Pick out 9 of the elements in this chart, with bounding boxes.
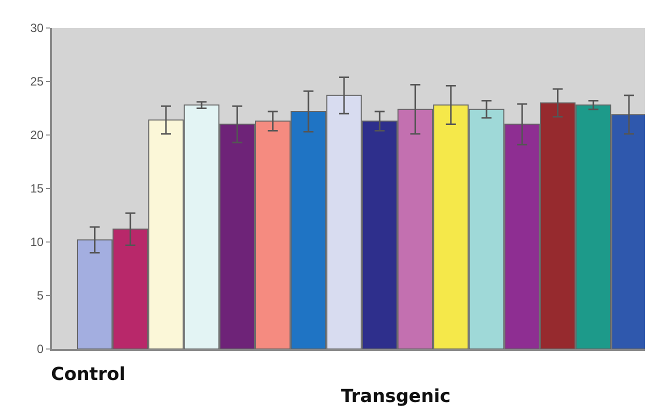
- y-tick-label: 15: [30, 182, 44, 196]
- text: Transgenic: [341, 386, 451, 407]
- y-tick-label: 5: [36, 288, 44, 303]
- y-tick-label: 20: [30, 128, 44, 142]
- y-tick-label: 10: [30, 235, 44, 250]
- text: Control: [51, 364, 126, 385]
- y-tick-label: 25: [30, 74, 44, 89]
- y-tick-label: 0: [36, 342, 44, 356]
- y-tick-label: 30: [30, 21, 44, 36]
